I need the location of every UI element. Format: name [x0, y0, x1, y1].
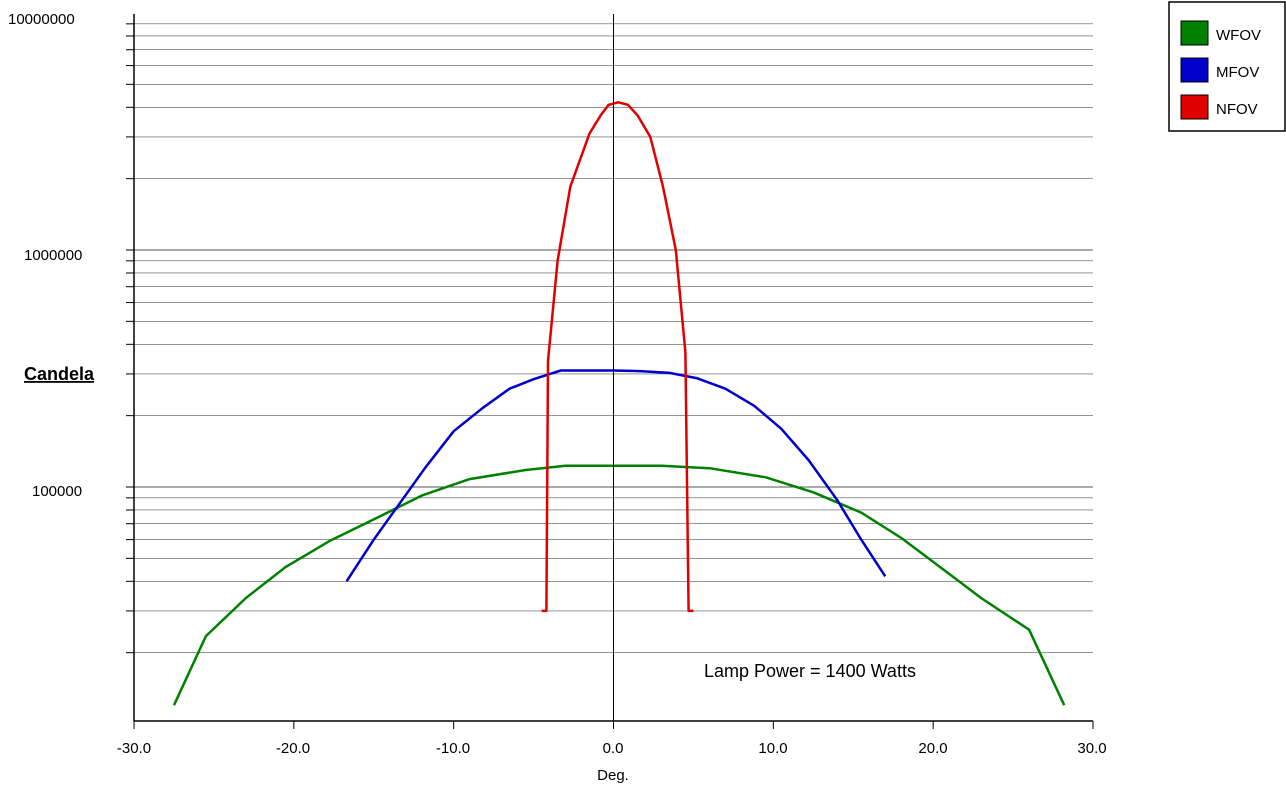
x-tick-label: 30.0: [1077, 740, 1106, 757]
x-tick-label: -10.0: [436, 740, 470, 757]
y-axis-label: Candela: [24, 364, 95, 384]
legend-label-mfov: MFOV: [1216, 64, 1259, 81]
y-tick-labels: 10000000 1000000 100000: [8, 11, 82, 500]
series-line-wfov: [172, 464, 1066, 706]
x-tick-label: 0.0: [603, 740, 624, 757]
legend-swatch-nfov: [1180, 94, 1209, 120]
series-line-nfov: [541, 101, 694, 613]
lamp-power-annotation: Lamp Power = 1400 Watts: [704, 661, 916, 681]
y-tick-label: 1000000: [24, 247, 82, 264]
legend-label-wfov: WFOV: [1216, 27, 1261, 44]
x-tick-label: 20.0: [918, 740, 947, 757]
axes: [126, 14, 1094, 729]
legend-label-nfov: NFOV: [1216, 101, 1258, 118]
series-line-mfov: [345, 369, 887, 582]
x-tick-label: -20.0: [276, 740, 310, 757]
legend-swatch-wfov: [1180, 20, 1209, 46]
y-tick-label: 10000000: [8, 11, 75, 28]
legend: WFOV MFOV NFOV: [1168, 1, 1286, 132]
x-tick-label: -30.0: [117, 740, 151, 757]
x-tick-label: 10.0: [758, 740, 787, 757]
curves: [172, 101, 1066, 706]
x-axis-label: Deg.: [597, 767, 629, 784]
x-tick-labels: -30.0 -20.0 -10.0 0.0 10.0 20.0 30.0: [117, 740, 1107, 757]
y-tick-label: 100000: [32, 483, 82, 500]
legend-swatch-mfov: [1180, 57, 1209, 83]
